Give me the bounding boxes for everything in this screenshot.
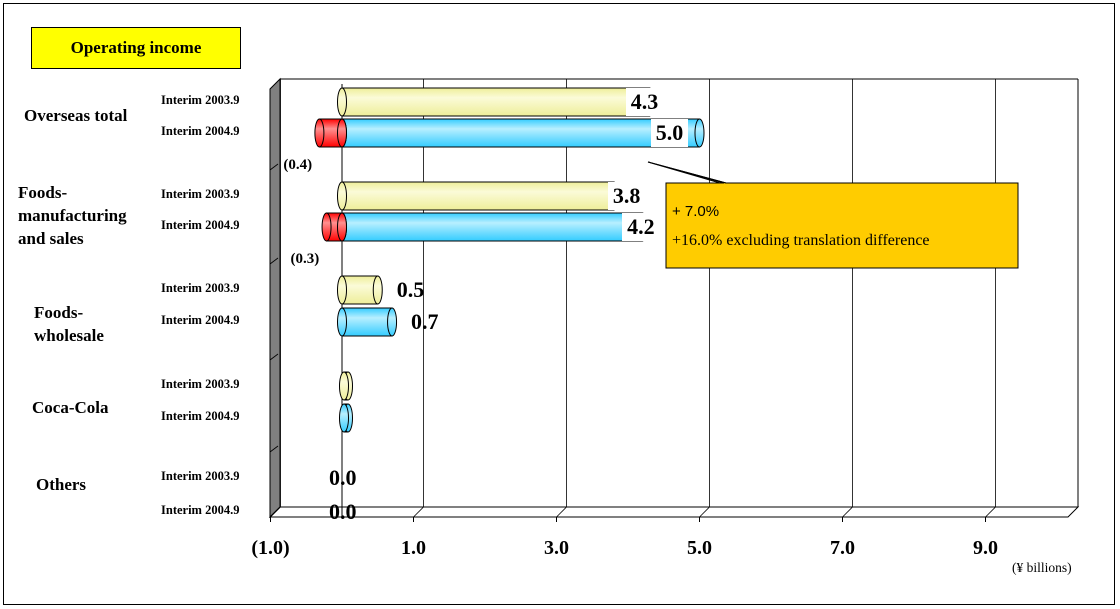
x-tick-label: 3.0	[544, 537, 569, 559]
segment-label: Coca-Cola	[32, 398, 109, 417]
value-label: 0.0	[329, 465, 357, 490]
row-label: Interim 2003.9	[161, 469, 240, 483]
row-label: Interim 2004.9	[161, 313, 240, 327]
segment-label: Foods-manufacturing and sales	[18, 183, 127, 248]
value-label: 4.2	[622, 213, 660, 241]
annotation-pointer	[647, 161, 727, 184]
gridline-floor	[842, 506, 853, 518]
bar-2004	[337, 307, 398, 337]
bar-2003	[337, 275, 383, 305]
negative-value-label: (0.4)	[283, 157, 313, 173]
row-label: Interim 2004.9	[161, 124, 240, 138]
bar-2003	[337, 181, 619, 211]
gridline-floor	[699, 506, 710, 518]
bar-2003	[337, 87, 655, 117]
annotation-line-1: + 7.0%	[672, 203, 720, 220]
row-label: Interim 2004.9	[161, 503, 240, 517]
category-separator	[269, 163, 279, 171]
bar-negative	[314, 118, 347, 148]
x-tick-label: 7.0	[830, 537, 855, 559]
row-label: Interim 2004.9	[161, 218, 240, 232]
chart-floor	[268, 506, 1080, 518]
row-label: Interim 2004.9	[161, 409, 240, 423]
category-separator	[269, 257, 279, 265]
value-label: 3.8	[607, 182, 646, 210]
category-separator	[269, 445, 279, 453]
x-tick-label: 5.0	[687, 537, 712, 559]
annotation-callout-text: + 7.0% +16.0% excluding translation diff…	[672, 197, 930, 255]
x-tick-label: (1.0)	[251, 537, 290, 559]
value-label: 0.7	[411, 309, 439, 334]
chart-title: Operating income	[31, 27, 241, 69]
row-label: Interim 2003.9	[161, 281, 240, 295]
gridline-floor	[985, 506, 996, 518]
segment-label: Foods-wholesale	[34, 303, 104, 345]
row-label: Interim 2003.9	[161, 93, 240, 107]
value-label: 0.0	[329, 499, 357, 524]
negative-value-label: (0.3)	[290, 251, 320, 267]
value-label: 5.0	[650, 119, 689, 147]
bar-2004	[337, 118, 705, 148]
row-label: Interim 2003.9	[161, 377, 240, 391]
x-tick-label: 1.0	[401, 537, 426, 559]
category-separator	[269, 353, 279, 361]
bar-2004	[339, 403, 353, 433]
row-label: Interim 2003.9	[161, 187, 240, 201]
value-label: 0.5	[396, 277, 425, 302]
segment-label: Others	[36, 475, 87, 494]
chart-frame	[3, 3, 1115, 605]
bar-2003	[339, 371, 353, 401]
gridline-floor	[270, 506, 281, 518]
x-tick-label: 9.0	[973, 537, 998, 559]
annotation-line-2: +16.0% excluding translation difference	[672, 232, 930, 249]
gridline-floor	[556, 506, 567, 518]
annotation-callout-box	[647, 161, 1019, 269]
bar-2004	[337, 212, 648, 242]
x-axis-unit: (¥ billions)	[1012, 560, 1072, 575]
segment-label: Overseas total	[24, 106, 128, 125]
bar-negative	[321, 212, 347, 242]
gridline-floor	[413, 506, 424, 518]
value-label: 4.3	[625, 88, 664, 116]
